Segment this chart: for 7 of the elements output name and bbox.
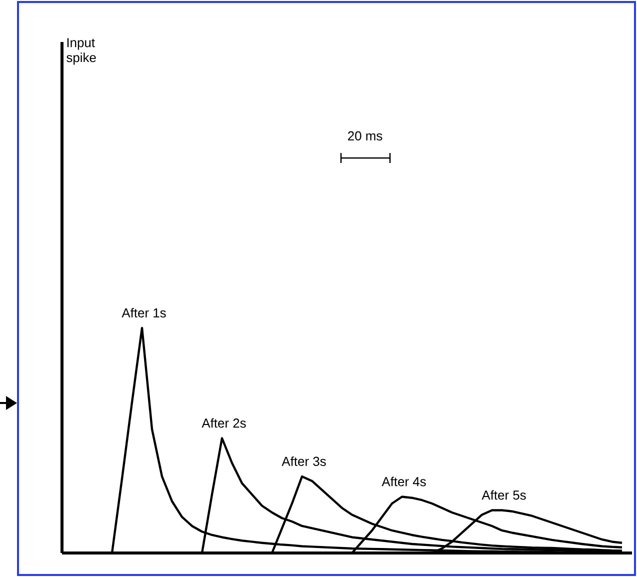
series-label: After 4s	[382, 476, 426, 486]
series-label: After 3s	[282, 456, 326, 466]
series-label: After 5s	[482, 490, 526, 500]
series-label: After 1s	[122, 308, 166, 318]
text: 20 ms	[348, 131, 382, 140]
series-label: After 2s	[202, 418, 246, 428]
text: Input spike	[66, 38, 96, 65]
